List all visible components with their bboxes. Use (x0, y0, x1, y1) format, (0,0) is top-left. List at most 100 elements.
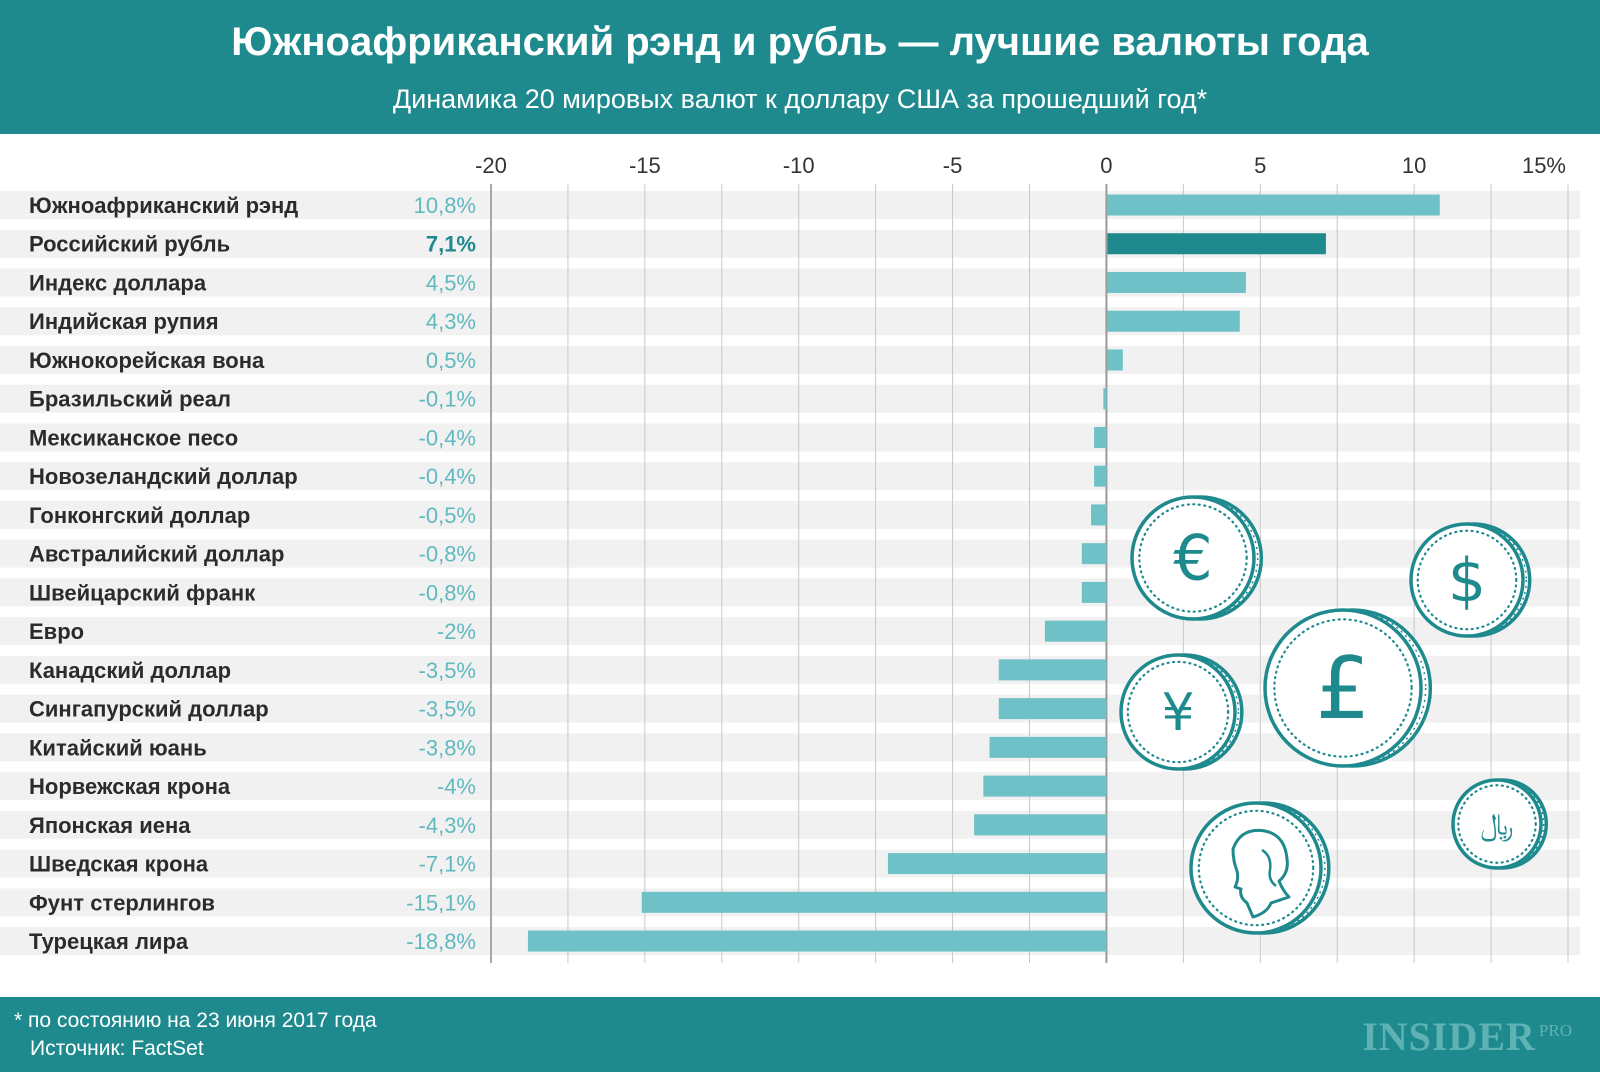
portrait-coin-icon (1189, 801, 1331, 935)
value-label: -15,1% (406, 890, 476, 915)
value-label: -4% (437, 774, 476, 799)
bar-chart: -20 -15 -10 -5 0 5 10 15% Южноафриканский рэнд Р… (0, 153, 1580, 964)
header-banner: Южноафриканский рэнд и рубль — лучшие ва… (0, 0, 1600, 134)
value-label: 0,5% (426, 348, 476, 373)
row-stripe (0, 772, 1580, 801)
bar (1081, 543, 1107, 565)
bar (974, 814, 1107, 836)
row-stripe (0, 229, 1580, 258)
bar (1094, 426, 1107, 448)
value-label: -3,5% (419, 658, 476, 683)
bar (983, 775, 1107, 797)
category-label: Фунт стерлингов (29, 890, 215, 915)
value-labels: 10,8% 7,1% 4,5% 4,3% 0,5% -0,1% -0,4% -0,4% -0,5… (406, 193, 476, 954)
bar (989, 736, 1107, 758)
row-stripe (0, 345, 1580, 374)
value-label: -2% (437, 619, 476, 644)
value-label: -4,3% (419, 813, 476, 838)
category-label: Южнокорейская вона (29, 348, 265, 373)
bar (1107, 271, 1246, 293)
row-stripe (0, 268, 1580, 297)
chart-title: Южноафриканский рэнд и рубль — лучшие ва… (231, 20, 1369, 64)
category-label: Сингапурский доллар (29, 697, 269, 722)
x-tick-label: 5 (1254, 153, 1266, 178)
category-label: Бразильский реал (29, 387, 231, 412)
brand-name: INSIDER (1362, 1014, 1536, 1059)
bar (1103, 388, 1107, 410)
row-stripe (0, 307, 1580, 336)
value-label: -0,8% (419, 580, 476, 605)
bar (1081, 581, 1107, 603)
category-label: Индийская рупия (29, 309, 219, 334)
bar (1107, 233, 1326, 255)
bar (1044, 620, 1107, 642)
row-stripe (0, 462, 1580, 491)
brand-suffix: PRO (1538, 1020, 1572, 1040)
coin-symbol: £ (1316, 639, 1371, 739)
bar (887, 853, 1107, 875)
value-label: 7,1% (426, 232, 476, 257)
category-label: Японская иена (29, 813, 191, 838)
bar (998, 698, 1107, 720)
category-label: Гонконгский доллар (29, 503, 250, 528)
coin-symbol: ﷼ (1480, 808, 1513, 843)
value-label: -0,4% (419, 425, 476, 450)
value-label: -0,5% (419, 503, 476, 528)
x-tick-label: -5 (943, 153, 963, 178)
value-label: -3,8% (419, 735, 476, 760)
portrait-hair (1261, 848, 1277, 887)
category-label: Канадский доллар (29, 658, 231, 683)
category-labels: Южноафриканский рэнд Российский рубль Инде… (29, 193, 298, 954)
row-stripe (0, 849, 1580, 878)
x-axis-ticks: -20 -15 -10 -5 0 5 10 15% (475, 153, 1566, 178)
value-label: -0,8% (419, 542, 476, 567)
row-stripe (0, 384, 1580, 413)
category-label: Шведская крона (29, 852, 209, 877)
yen-coin-icon: ¥ (1119, 653, 1244, 771)
bar (1107, 310, 1240, 332)
x-tick-label: 15% (1522, 153, 1566, 178)
chart-subtitle: Динамика 20 мировых валют к доллару США … (392, 84, 1208, 114)
row-stripes (0, 191, 1580, 956)
category-label: Новозеландский доллар (29, 464, 298, 489)
bar (1091, 504, 1107, 526)
rial-coin-icon: ﷼ (1451, 778, 1549, 870)
value-label: -0,1% (419, 387, 476, 412)
bar (1107, 194, 1440, 216)
value-label: 4,5% (426, 270, 476, 295)
portrait-profile (1231, 828, 1291, 919)
bar (998, 659, 1107, 681)
bar (527, 930, 1107, 952)
value-label: -7,1% (419, 852, 476, 877)
category-label: Российский рубль (29, 232, 230, 257)
value-label: -3,5% (419, 697, 476, 722)
value-label: -18,8% (406, 929, 476, 954)
row-stripe (0, 810, 1580, 839)
grid-lines (490, 184, 1569, 964)
category-label: Южноафриканский рэнд (29, 193, 298, 218)
coin-symbol: € (1173, 522, 1212, 595)
coin-decoration: € $ £ ¥ ﷼ (1119, 495, 1549, 935)
category-label: Австралийский доллар (29, 542, 284, 567)
category-label: Китайский юань (29, 735, 207, 760)
value-label: 10,8% (414, 193, 476, 218)
dollar-coin-icon: $ (1409, 522, 1532, 638)
x-tick-label: 0 (1100, 153, 1112, 178)
category-label: Евро (29, 619, 84, 644)
bar (1094, 465, 1107, 487)
bar (641, 891, 1107, 913)
x-tick-label: -10 (783, 153, 815, 178)
category-label: Мексиканское песо (29, 425, 238, 450)
source-note: Источник: FactSet (30, 1037, 204, 1060)
coin-symbol: $ (1448, 546, 1486, 616)
category-label: Турецкая лира (29, 929, 189, 954)
bars (527, 194, 1440, 952)
x-tick-label: -15 (629, 153, 661, 178)
row-stripe (0, 500, 1580, 529)
value-label: -0,4% (419, 464, 476, 489)
brand-logo: INSIDER PRO (1362, 1013, 1572, 1060)
pound-coin-icon: £ (1263, 608, 1433, 768)
bar (1107, 349, 1123, 371)
euro-coin-icon: € (1130, 495, 1264, 621)
x-tick-label: -20 (475, 153, 507, 178)
